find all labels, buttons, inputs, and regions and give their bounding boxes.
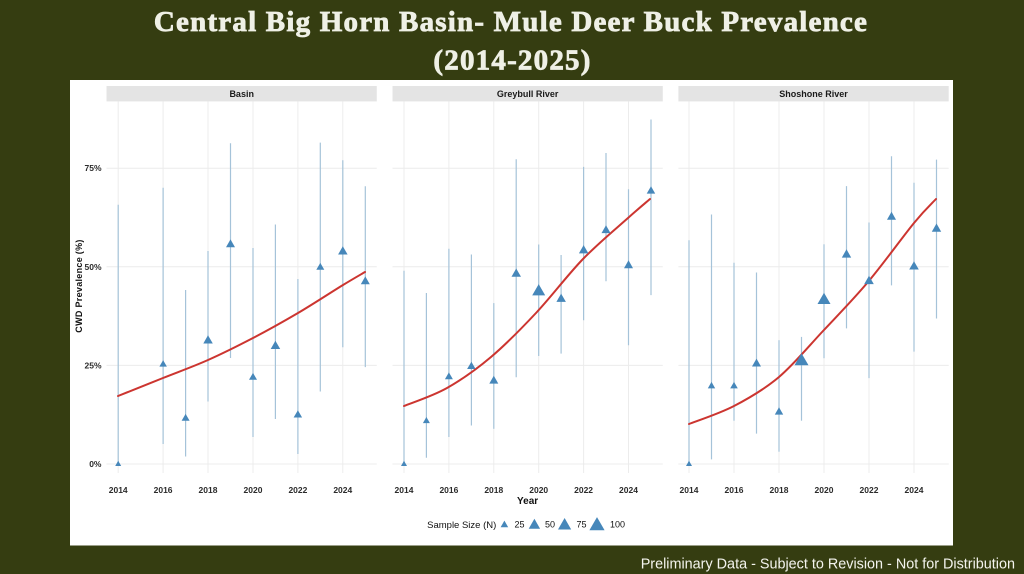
svg-text:2022: 2022 xyxy=(574,485,593,495)
svg-text:2016: 2016 xyxy=(154,485,173,495)
svg-text:2024: 2024 xyxy=(619,485,638,495)
svg-text:2018: 2018 xyxy=(199,485,218,495)
svg-text:2022: 2022 xyxy=(288,485,307,495)
svg-text:2016: 2016 xyxy=(725,485,744,495)
svg-text:Shoshone River: Shoshone River xyxy=(779,89,848,99)
svg-text:2018: 2018 xyxy=(770,485,789,495)
svg-text:Greybull River: Greybull River xyxy=(497,89,559,99)
svg-text:Year: Year xyxy=(517,496,538,507)
svg-text:2022: 2022 xyxy=(860,485,879,495)
svg-text:2014: 2014 xyxy=(395,485,414,495)
svg-text:25: 25 xyxy=(515,520,525,530)
svg-text:2018: 2018 xyxy=(484,485,503,495)
svg-text:(2014-2025): (2014-2025) xyxy=(433,45,591,77)
svg-text:Basin: Basin xyxy=(229,89,254,99)
svg-text:2014: 2014 xyxy=(109,485,128,495)
svg-text:0%: 0% xyxy=(89,459,102,469)
svg-text:2024: 2024 xyxy=(905,485,924,495)
svg-text:75: 75 xyxy=(577,520,587,530)
svg-text:50%: 50% xyxy=(84,262,101,272)
svg-text:Central Big Horn Basin- Mule D: Central Big Horn Basin- Mule Deer Buck P… xyxy=(154,6,868,38)
svg-text:75%: 75% xyxy=(84,163,101,173)
svg-text:25%: 25% xyxy=(84,360,101,370)
svg-text:Preliminary Data - Subject to: Preliminary Data - Subject to Revision -… xyxy=(641,557,1015,573)
svg-text:100: 100 xyxy=(610,520,625,530)
svg-text:CWD Prevalence (%): CWD Prevalence (%) xyxy=(74,239,84,332)
svg-text:2024: 2024 xyxy=(333,485,352,495)
svg-text:50: 50 xyxy=(545,520,555,530)
svg-text:Sample Size (N): Sample Size (N) xyxy=(427,520,496,531)
svg-text:2016: 2016 xyxy=(439,485,458,495)
svg-text:2020: 2020 xyxy=(529,485,548,495)
svg-text:2020: 2020 xyxy=(815,485,834,495)
svg-text:2014: 2014 xyxy=(680,485,699,495)
svg-text:2020: 2020 xyxy=(244,485,263,495)
